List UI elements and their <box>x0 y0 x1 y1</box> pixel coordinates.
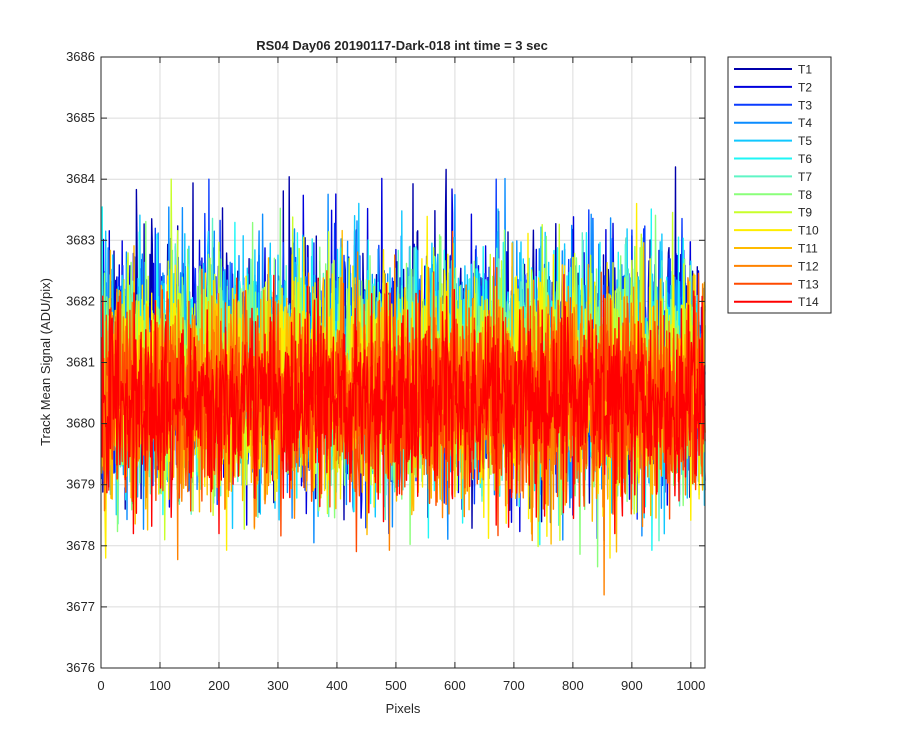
legend-label-t9: T9 <box>798 206 812 220</box>
x-tick-label: 1000 <box>676 678 705 693</box>
y-tick-label: 3677 <box>66 599 95 614</box>
x-tick-label: 500 <box>385 678 407 693</box>
x-tick-label: 200 <box>208 678 230 693</box>
legend-box <box>727 56 832 314</box>
legend-label-t12: T12 <box>798 259 819 273</box>
legend-label-t7: T7 <box>798 170 812 184</box>
x-tick-label: 0 <box>97 678 104 693</box>
legend-label-t13: T13 <box>798 277 819 291</box>
legend-label-t14: T14 <box>798 295 819 309</box>
legend-label-t11: T11 <box>798 242 818 256</box>
y-tick-label: 3678 <box>66 538 95 553</box>
y-tick-label: 3676 <box>66 660 95 675</box>
x-tick-label: 800 <box>562 678 584 693</box>
x-axis-label: Pixels <box>386 701 421 716</box>
y-tick-label: 3682 <box>66 293 95 308</box>
legend-label-t1: T1 <box>798 63 812 77</box>
y-tick-label: 3683 <box>66 232 95 247</box>
y-tick-label: 3679 <box>66 477 95 492</box>
y-tick-label: 3681 <box>66 355 95 370</box>
legend-label-t5: T5 <box>798 134 812 148</box>
chart-title: RS04 Day06 20190117-Dark-018 int time = … <box>256 38 548 53</box>
data-lines <box>100 166 706 596</box>
legend: T1 T2 T3 T4 T5 T6 T7 T8 T9 T10 T11 T12 T13 T14 <box>727 56 832 314</box>
y-tick-label: 3680 <box>66 416 95 431</box>
plot-area: 0 100 200 300 400 500 600 700 800 900 1000 3676 3677… <box>66 49 706 693</box>
x-tick-label: 600 <box>444 678 466 693</box>
legend-label-t4: T4 <box>798 116 812 130</box>
y-axis-label: Track Mean Signal (ADU/pix) <box>38 278 53 446</box>
legend-label-t3: T3 <box>798 98 812 112</box>
x-tick-label: 300 <box>267 678 289 693</box>
y-tick-label: 3686 <box>66 49 95 64</box>
x-tick-label: 700 <box>503 678 525 693</box>
x-tick-label: 100 <box>149 678 171 693</box>
y-tick-label: 3685 <box>66 110 95 125</box>
x-tick-label: 400 <box>326 678 348 693</box>
y-tick-label: 3684 <box>66 171 95 186</box>
legend-label-t2: T2 <box>798 80 812 94</box>
legend-label-t8: T8 <box>798 188 812 202</box>
x-tick-label: 900 <box>621 678 643 693</box>
legend-label-t6: T6 <box>798 152 812 166</box>
legend-label-t10: T10 <box>798 224 819 238</box>
series-line-t14 <box>100 274 706 535</box>
axis-ticks: 0 100 200 300 400 500 600 700 800 900 1000 3676 3677… <box>66 49 705 693</box>
